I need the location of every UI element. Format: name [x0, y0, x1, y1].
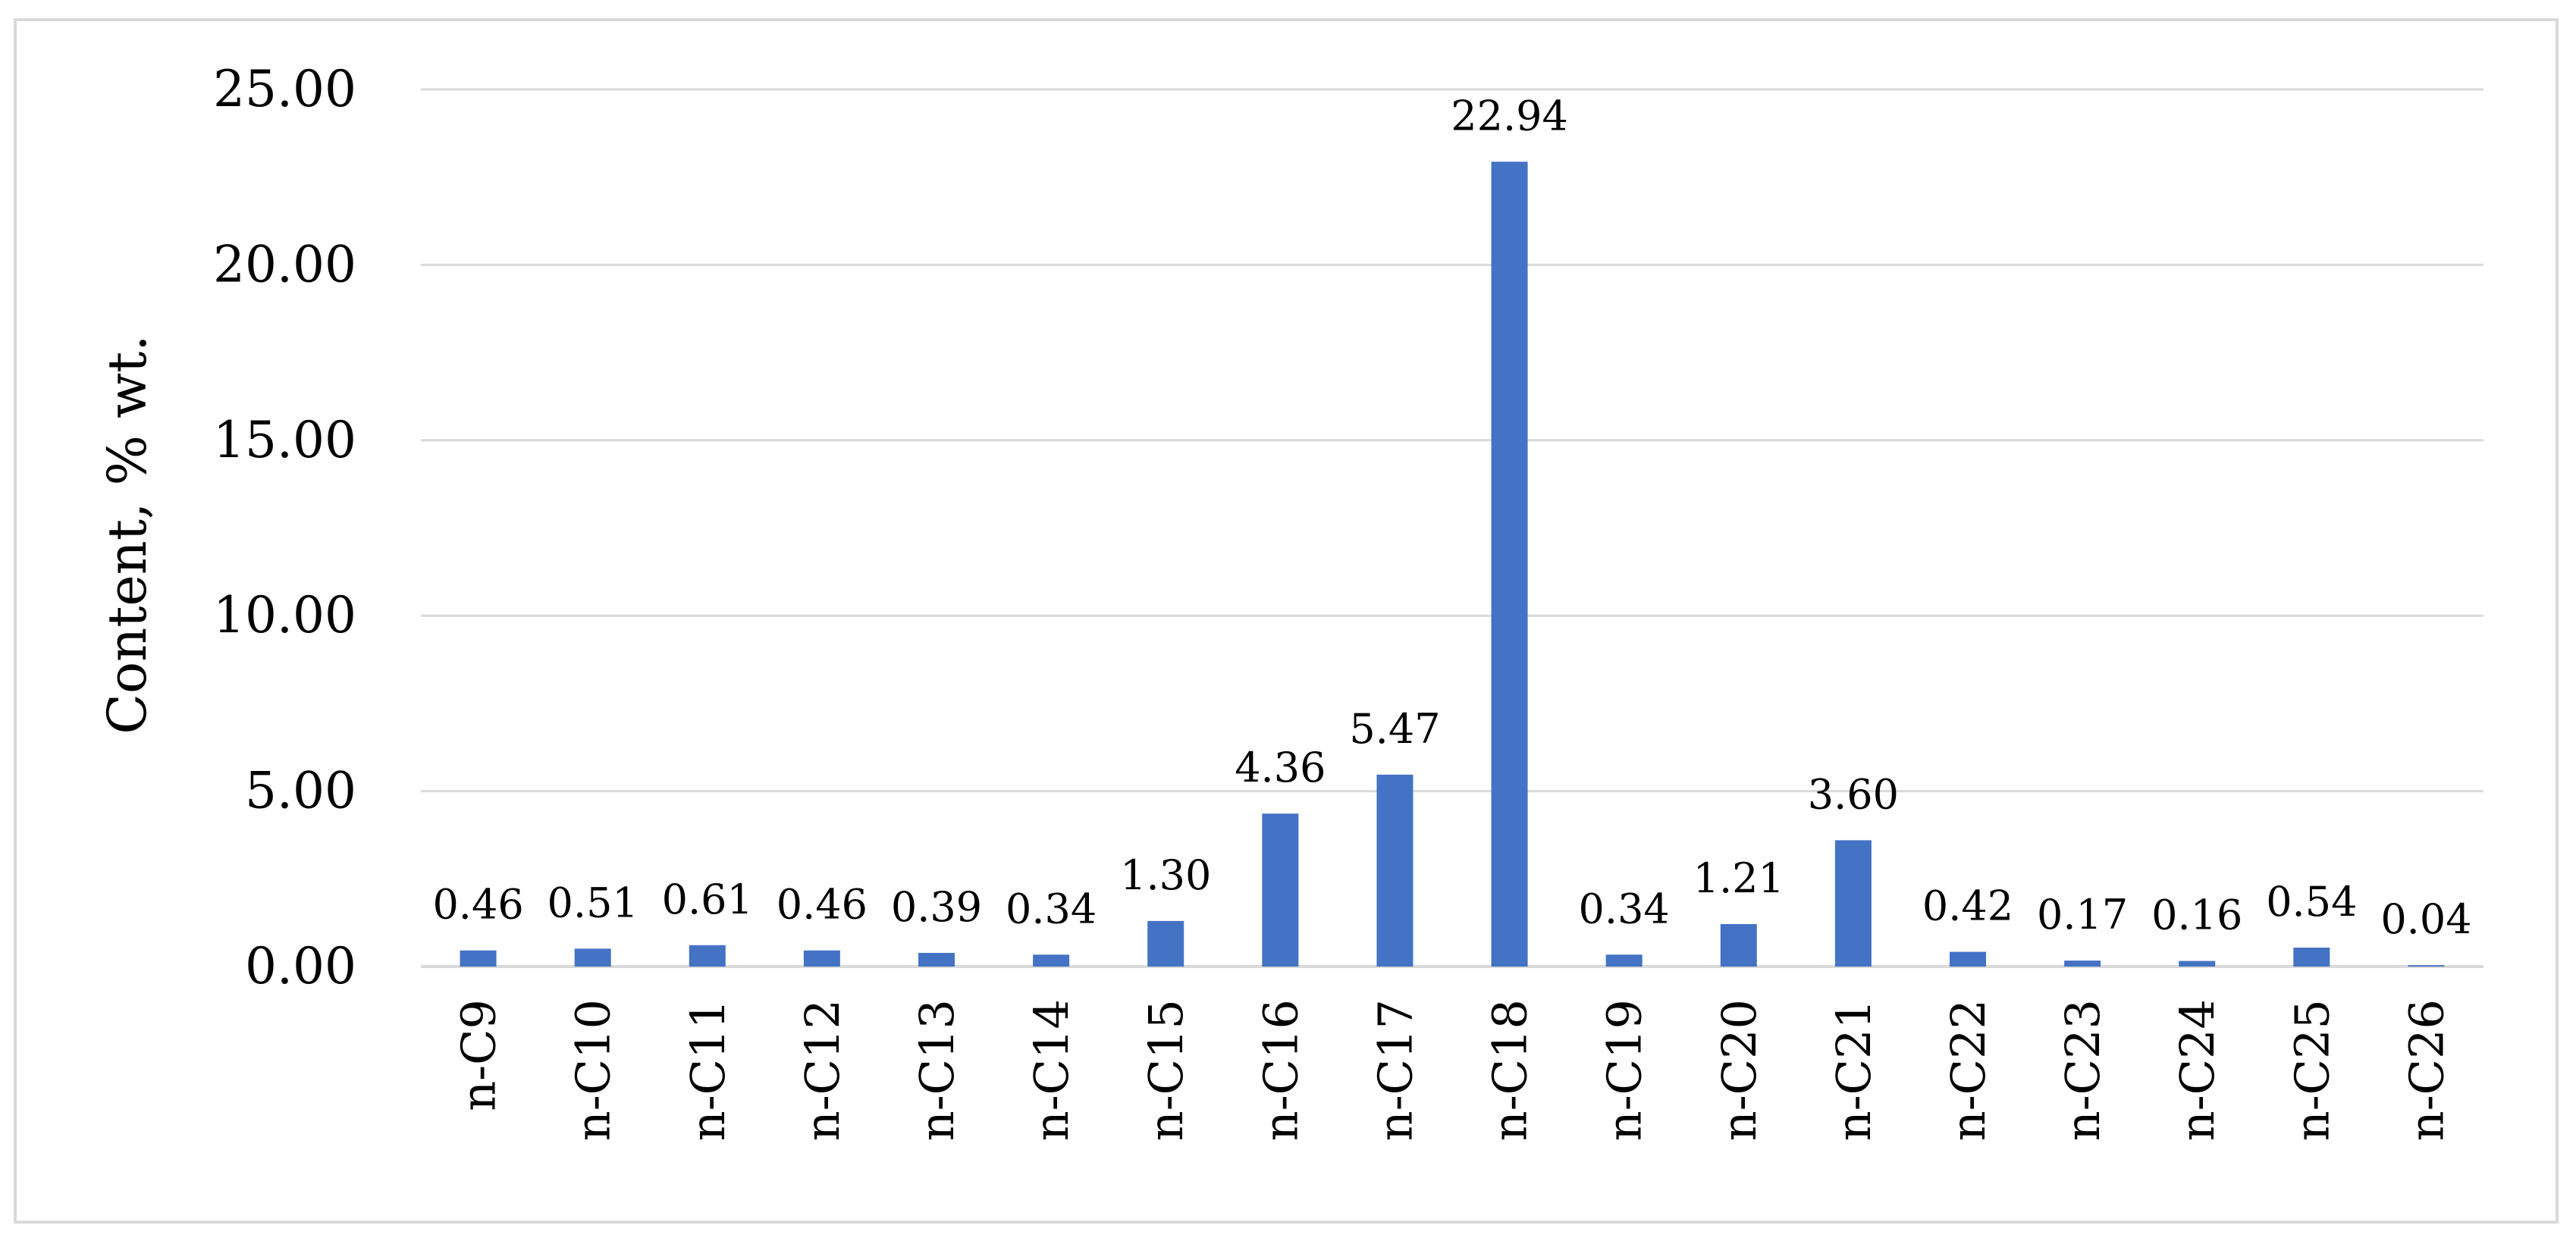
bar-n-c26 [2408, 965, 2445, 967]
data-label-n-c14: 0.34 [1006, 885, 1097, 932]
y-tick-label: 25.00 [213, 60, 356, 118]
data-label-n-c11: 0.61 [662, 876, 753, 923]
data-label-n-c18: 22.94 [1451, 92, 1568, 139]
data-labels: 0.46 0.51 0.61 0.46 0.39 0.34 1.30 4.36 5.47 22.9… [432, 92, 2471, 943]
chart-frame [14, 18, 2559, 1224]
bars [460, 161, 2445, 967]
bar-n-c9 [460, 950, 497, 967]
bar-n-c11 [689, 945, 726, 967]
data-label-n-c13: 0.39 [891, 883, 982, 931]
bar-n-c18 [1491, 161, 1528, 967]
x-category-label: n-C14 [1024, 999, 1079, 1141]
x-category-label: n-C25 [2284, 999, 2339, 1141]
x-category-label: n-C12 [795, 999, 850, 1141]
x-category-label: n-C20 [1712, 999, 1767, 1141]
y-tick-label: 20.00 [213, 235, 356, 293]
y-tick-label: 15.00 [213, 411, 356, 469]
data-label-n-c19: 0.34 [1579, 885, 1670, 932]
x-category-label: n-C9 [451, 999, 507, 1111]
data-label-n-c22: 0.42 [1922, 882, 2013, 930]
y-tick-label: 10.00 [213, 586, 356, 644]
x-category-label: n-C16 [1253, 999, 1308, 1141]
bar-n-c20 [1720, 924, 1757, 967]
x-category-label: n-C18 [1483, 999, 1538, 1141]
x-category-label: n-C22 [1941, 999, 1996, 1141]
gridlines [421, 88, 2483, 968]
bar-n-c13 [918, 952, 955, 967]
x-category-label: n-C19 [1597, 999, 1652, 1141]
data-label-n-c23: 0.17 [2037, 891, 2128, 939]
data-label-n-c12: 0.46 [777, 881, 868, 929]
bar-n-c23 [2064, 961, 2101, 967]
bar-n-c14 [1033, 954, 1070, 967]
bar-n-c12 [803, 950, 840, 967]
data-label-n-c21: 3.60 [1808, 770, 1899, 818]
bar-n-c17 [1376, 774, 1414, 967]
data-label-n-c16: 4.36 [1235, 744, 1326, 791]
bar-n-c16 [1262, 813, 1299, 967]
x-category-label: n-C26 [2399, 999, 2454, 1141]
x-category-label: n-C10 [566, 999, 621, 1141]
bar-n-c25 [2293, 948, 2330, 967]
y-tick-label: 5.00 [245, 762, 356, 820]
x-category-label: n-C21 [1826, 999, 1881, 1141]
x-category-label: n-C23 [2055, 999, 2110, 1141]
x-category-label: n-C11 [680, 999, 736, 1141]
bar-n-c19 [1605, 954, 1643, 967]
x-category-label: n-C15 [1138, 999, 1194, 1141]
data-label-n-c26: 0.04 [2380, 895, 2471, 943]
y-axis-ticks: 0.00 5.00 10.00 15.00 20.00 25.00 [213, 60, 356, 995]
data-label-n-c20: 1.21 [1693, 854, 1784, 902]
y-axis-title: Content, % wt. [96, 334, 158, 734]
bar-n-c21 [1834, 840, 1872, 967]
x-category-label: n-C24 [2170, 999, 2225, 1141]
data-label-n-c25: 0.54 [2266, 878, 2357, 926]
x-axis-categories: n-C9 n-C10 n-C11 n-C12 n-C13 n-C14 n-C15 n-C16 n… [451, 999, 2455, 1141]
bar-n-c22 [1950, 951, 1986, 967]
data-label-n-c9: 0.46 [432, 881, 523, 929]
data-label-n-c17: 5.47 [1349, 705, 1440, 753]
bar-n-c24 [2179, 961, 2216, 967]
data-label-n-c15: 1.30 [1120, 851, 1211, 899]
bar-n-c10 [574, 948, 611, 967]
x-category-label: n-C17 [1367, 999, 1423, 1141]
x-category-label: n-C13 [909, 999, 965, 1141]
data-label-n-c24: 0.16 [2151, 892, 2242, 939]
y-tick-label: 0.00 [245, 937, 356, 995]
data-label-n-c10: 0.51 [548, 879, 639, 926]
bar-n-c15 [1147, 920, 1184, 967]
